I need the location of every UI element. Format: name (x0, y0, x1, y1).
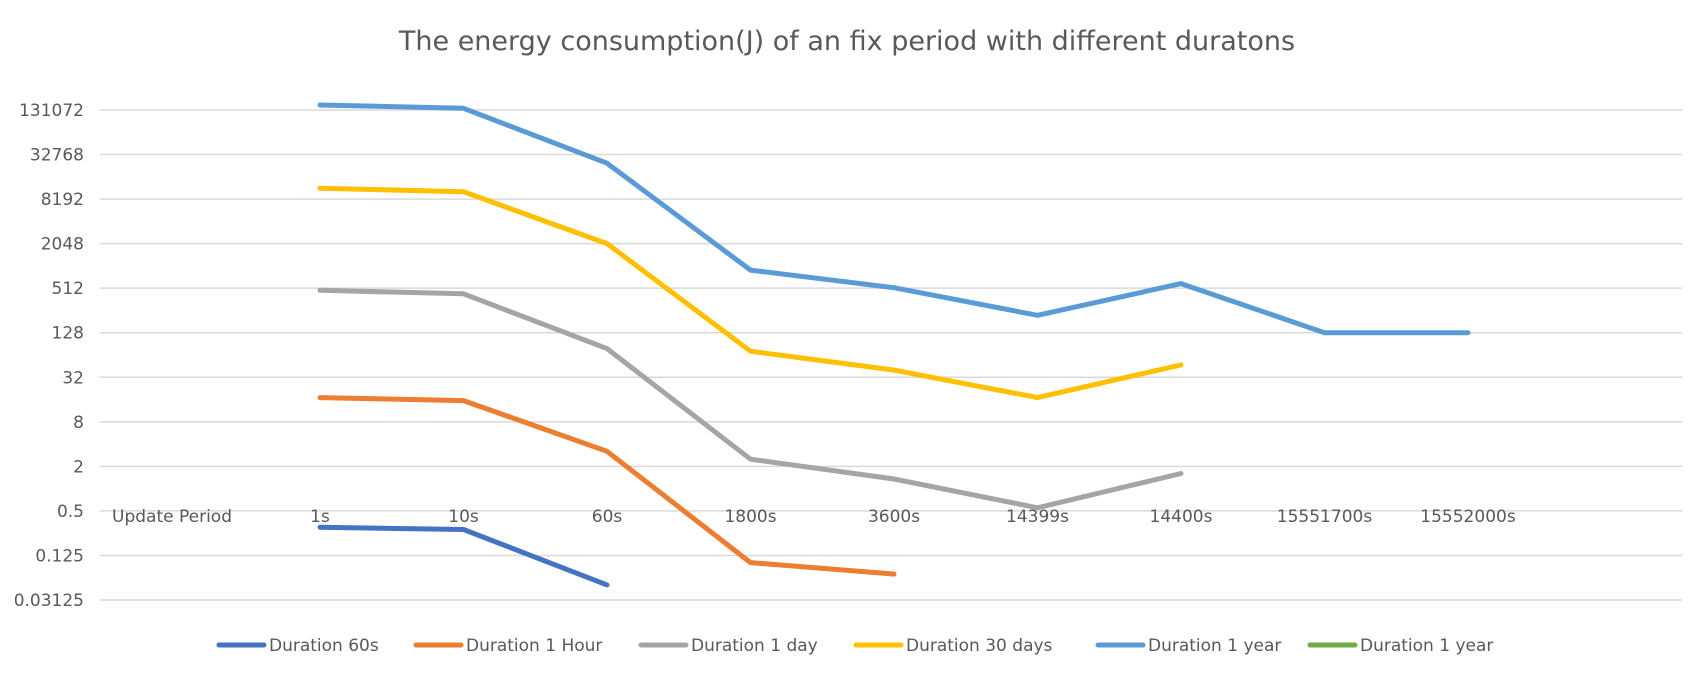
y-tick-label: 512 (52, 279, 84, 299)
y-tick-label: 32768 (30, 146, 84, 166)
y-tick-label: 32 (62, 368, 84, 388)
series-line-4 (317, 102, 1471, 336)
legend-label: Duration 1 year (1148, 636, 1281, 656)
x-tick-label: 14399s (1006, 507, 1069, 527)
x-tick-label: 3600s (868, 507, 920, 527)
chart-title: The energy consumption(J) of an fix peri… (398, 26, 1295, 57)
legend-label: Duration 1 Hour (466, 636, 602, 656)
x-tick-label: 1s (310, 507, 330, 527)
y-tick-label: 8192 (41, 190, 84, 210)
y-tick-label: 0.03125 (14, 591, 84, 611)
x-tick-label: 15552000s (1420, 507, 1516, 527)
series-line-3 (317, 185, 1184, 401)
legend-label: Duration 60s (269, 636, 379, 656)
y-tick-label: 0.125 (35, 546, 84, 566)
series-line-1 (317, 395, 897, 577)
legend-label: Duration 1 year (1360, 636, 1493, 656)
y-tick-label: 128 (52, 324, 84, 344)
x-axis-label: Update Period (112, 507, 232, 527)
x-tick-label: 1800s (724, 507, 776, 527)
x-tick-label: 15551700s (1277, 507, 1373, 527)
x-tick-label: 14400s (1150, 507, 1213, 527)
x-axis-tick-labels: Update Period 1s 10s 60s 1800s 3600s 14399s 14… (112, 507, 1516, 527)
y-tick-label: 2 (73, 457, 84, 477)
legend-label: Duration 30 days (906, 636, 1053, 656)
gridlines (100, 109, 1682, 601)
series-line-0 (317, 524, 610, 588)
y-axis-tick-labels: 0.03125 0.125 0.5 2 8 32 128 512 2048 8192 32768 13… (14, 101, 84, 611)
y-tick-label: 131072 (19, 101, 84, 121)
x-tick-label: 10s (448, 507, 479, 527)
series-line-2 (317, 287, 1184, 511)
legend: Duration 60s Duration 1 Hour Duration 1 da… (216, 636, 1493, 656)
y-tick-label: 2048 (41, 235, 84, 255)
y-tick-label: 8 (73, 413, 84, 433)
x-tick-label: 60s (592, 507, 623, 527)
y-tick-label: 0.5 (57, 502, 84, 522)
legend-label: Duration 1 day (691, 636, 818, 656)
series-lines (317, 102, 1471, 588)
